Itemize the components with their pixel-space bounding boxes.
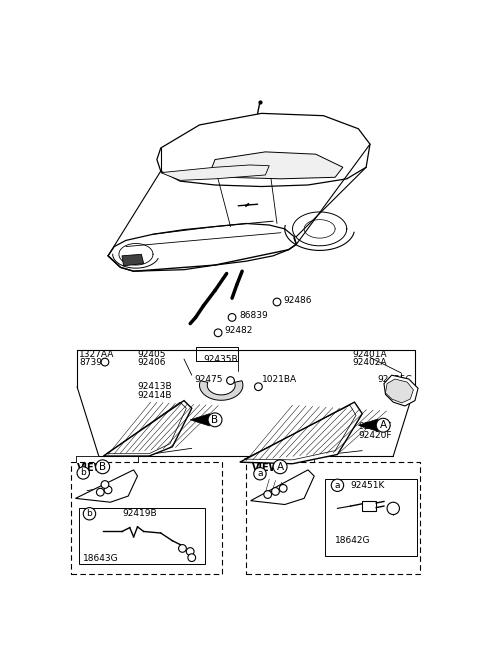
Circle shape bbox=[273, 298, 281, 306]
Polygon shape bbox=[211, 152, 343, 179]
Text: 87393: 87393 bbox=[79, 358, 108, 367]
Circle shape bbox=[179, 544, 186, 552]
Text: VIEW: VIEW bbox=[77, 462, 106, 472]
Bar bbox=[246, 462, 420, 574]
Polygon shape bbox=[190, 414, 210, 426]
Circle shape bbox=[104, 486, 112, 494]
Circle shape bbox=[272, 487, 279, 495]
Polygon shape bbox=[103, 401, 192, 456]
Circle shape bbox=[188, 554, 196, 562]
Circle shape bbox=[214, 329, 222, 337]
Circle shape bbox=[387, 502, 399, 514]
Circle shape bbox=[101, 481, 109, 488]
Polygon shape bbox=[385, 379, 413, 403]
Circle shape bbox=[83, 508, 96, 520]
Circle shape bbox=[279, 485, 287, 492]
Text: B: B bbox=[211, 415, 218, 425]
Text: B: B bbox=[99, 462, 106, 472]
Text: 92410F: 92410F bbox=[359, 422, 392, 431]
Polygon shape bbox=[240, 402, 362, 464]
Bar bbox=[196, 346, 238, 361]
Bar bbox=[79, 508, 205, 564]
Circle shape bbox=[77, 467, 89, 479]
Circle shape bbox=[264, 491, 272, 499]
Text: 92435B: 92435B bbox=[204, 354, 238, 363]
Circle shape bbox=[96, 488, 104, 496]
Text: 92482: 92482 bbox=[224, 326, 252, 335]
Polygon shape bbox=[200, 380, 243, 400]
Text: 86839: 86839 bbox=[240, 312, 268, 320]
Circle shape bbox=[101, 358, 109, 366]
Text: 92475: 92475 bbox=[194, 375, 223, 384]
Text: b: b bbox=[86, 509, 92, 518]
Circle shape bbox=[96, 460, 109, 474]
Polygon shape bbox=[251, 470, 314, 504]
Circle shape bbox=[376, 419, 390, 432]
Text: 92455C: 92455C bbox=[378, 375, 412, 384]
Text: 18642G: 18642G bbox=[335, 536, 371, 545]
Text: 92405: 92405 bbox=[137, 350, 166, 359]
Text: 18643G: 18643G bbox=[83, 554, 119, 563]
Circle shape bbox=[186, 548, 194, 556]
Circle shape bbox=[228, 314, 236, 321]
Text: A: A bbox=[380, 420, 387, 430]
Polygon shape bbox=[157, 113, 370, 186]
Text: VIEW: VIEW bbox=[252, 462, 281, 472]
Circle shape bbox=[208, 413, 222, 427]
Text: 92406: 92406 bbox=[137, 358, 166, 367]
Text: a: a bbox=[335, 481, 340, 490]
Text: 92402A: 92402A bbox=[353, 358, 387, 367]
Text: 1327AA: 1327AA bbox=[79, 350, 115, 359]
Text: 1021BA: 1021BA bbox=[262, 375, 297, 384]
Bar bbox=[71, 462, 222, 574]
Polygon shape bbox=[384, 375, 418, 406]
Text: 92414B: 92414B bbox=[137, 391, 172, 400]
Circle shape bbox=[254, 468, 266, 480]
Circle shape bbox=[331, 479, 344, 491]
Text: 92401A: 92401A bbox=[353, 350, 387, 359]
Circle shape bbox=[273, 460, 287, 474]
Text: 92413B: 92413B bbox=[137, 382, 172, 391]
Circle shape bbox=[227, 377, 234, 384]
Polygon shape bbox=[108, 224, 296, 271]
Text: a: a bbox=[257, 469, 263, 478]
Polygon shape bbox=[161, 165, 269, 180]
Text: 92486: 92486 bbox=[283, 296, 312, 305]
Circle shape bbox=[254, 383, 262, 390]
Text: 92420F: 92420F bbox=[359, 431, 392, 440]
Bar bbox=[362, 501, 376, 512]
Text: 92419B: 92419B bbox=[122, 509, 156, 518]
Text: 92451K: 92451K bbox=[350, 481, 385, 490]
Text: A: A bbox=[276, 462, 284, 472]
Text: b: b bbox=[80, 468, 86, 478]
Polygon shape bbox=[359, 419, 378, 432]
Polygon shape bbox=[122, 255, 144, 266]
Bar bbox=[325, 479, 417, 556]
Polygon shape bbox=[75, 470, 137, 502]
